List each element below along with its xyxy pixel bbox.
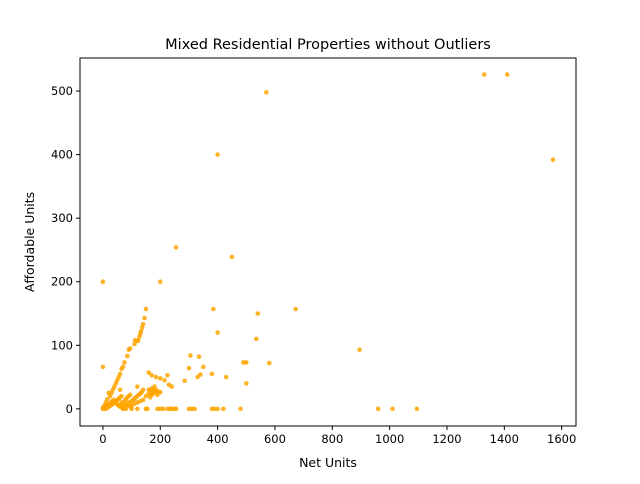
y-axis: 0 100 200 300 400 500 (51, 84, 80, 416)
x-tick-label: 0 (99, 432, 106, 446)
data-point (135, 406, 140, 412)
chart-title: Mixed Residential Properties without Out… (165, 37, 491, 53)
points-layer (100, 72, 556, 412)
data-point (481, 72, 487, 77)
data-point (221, 406, 226, 412)
x-tick-label: 400 (207, 432, 229, 446)
x-tick-label: 800 (321, 432, 343, 446)
data-point (255, 311, 261, 316)
data-point (100, 279, 106, 285)
y-tick-label: 200 (51, 275, 73, 289)
data-point (140, 397, 146, 403)
data-point (243, 360, 249, 365)
data-point (157, 279, 163, 285)
data-point (293, 306, 298, 312)
data-point (157, 390, 163, 395)
data-point (132, 337, 138, 343)
data-point (162, 377, 167, 383)
data-point (196, 354, 202, 360)
data-point (211, 306, 216, 312)
data-point (186, 365, 192, 371)
x-tick-label: 200 (149, 432, 171, 446)
y-tick-label: 0 (66, 402, 73, 416)
data-point (142, 315, 147, 321)
data-point (122, 360, 127, 365)
data-point (153, 374, 159, 380)
data-point (157, 376, 163, 381)
data-point (128, 404, 134, 410)
data-point (100, 364, 106, 370)
data-point (215, 152, 220, 157)
data-point (137, 334, 142, 340)
data-point (152, 390, 157, 395)
data-point (119, 393, 124, 399)
data-point (106, 390, 111, 396)
data-point (182, 378, 187, 384)
y-tick-label: 400 (51, 148, 73, 162)
data-point (119, 366, 124, 372)
data-point (215, 330, 220, 335)
data-point (126, 347, 132, 353)
data-point (209, 371, 215, 377)
data-point (215, 406, 220, 412)
x-axis: 0 200 400 600 800 1000 1200 1400 1600 (99, 426, 576, 446)
data-point (254, 336, 259, 342)
data-point (140, 387, 146, 393)
data-point (145, 406, 150, 412)
data-point (390, 406, 395, 412)
data-point (143, 306, 149, 312)
data-point (375, 406, 381, 412)
data-point (127, 392, 133, 398)
data-point (238, 406, 243, 412)
y-axis-label: Affordable Units (22, 192, 37, 292)
data-point (135, 384, 140, 389)
y-tick-label: 500 (51, 84, 73, 98)
x-tick-label: 600 (264, 432, 286, 446)
x-tick-label: 1000 (375, 432, 404, 446)
data-point (192, 406, 197, 412)
x-tick-label: 1400 (490, 432, 519, 446)
data-point (117, 387, 123, 393)
data-point (165, 372, 170, 378)
y-tick-label: 100 (51, 338, 73, 352)
data-point (414, 406, 420, 412)
data-point (229, 254, 235, 260)
data-point (125, 353, 130, 359)
data-point (550, 157, 556, 162)
data-point (166, 382, 172, 387)
data-point (198, 372, 203, 377)
data-point (173, 245, 179, 250)
data-point (357, 347, 362, 353)
data-point (188, 353, 193, 358)
x-tick-label: 1200 (432, 432, 461, 446)
data-point (160, 406, 166, 412)
plot-frame (79, 57, 577, 427)
x-axis-label: Net Units (299, 455, 357, 470)
data-point (200, 364, 206, 370)
data-point (173, 406, 179, 412)
data-point (243, 381, 249, 386)
data-point (146, 370, 152, 375)
data-point (223, 374, 229, 380)
data-point (504, 72, 510, 77)
x-tick-label: 1600 (547, 432, 576, 446)
data-point (132, 341, 137, 347)
data-point (149, 386, 154, 391)
data-point (139, 325, 145, 330)
data-point (266, 360, 272, 366)
y-tick-label: 300 (51, 211, 73, 225)
data-point (264, 90, 269, 95)
